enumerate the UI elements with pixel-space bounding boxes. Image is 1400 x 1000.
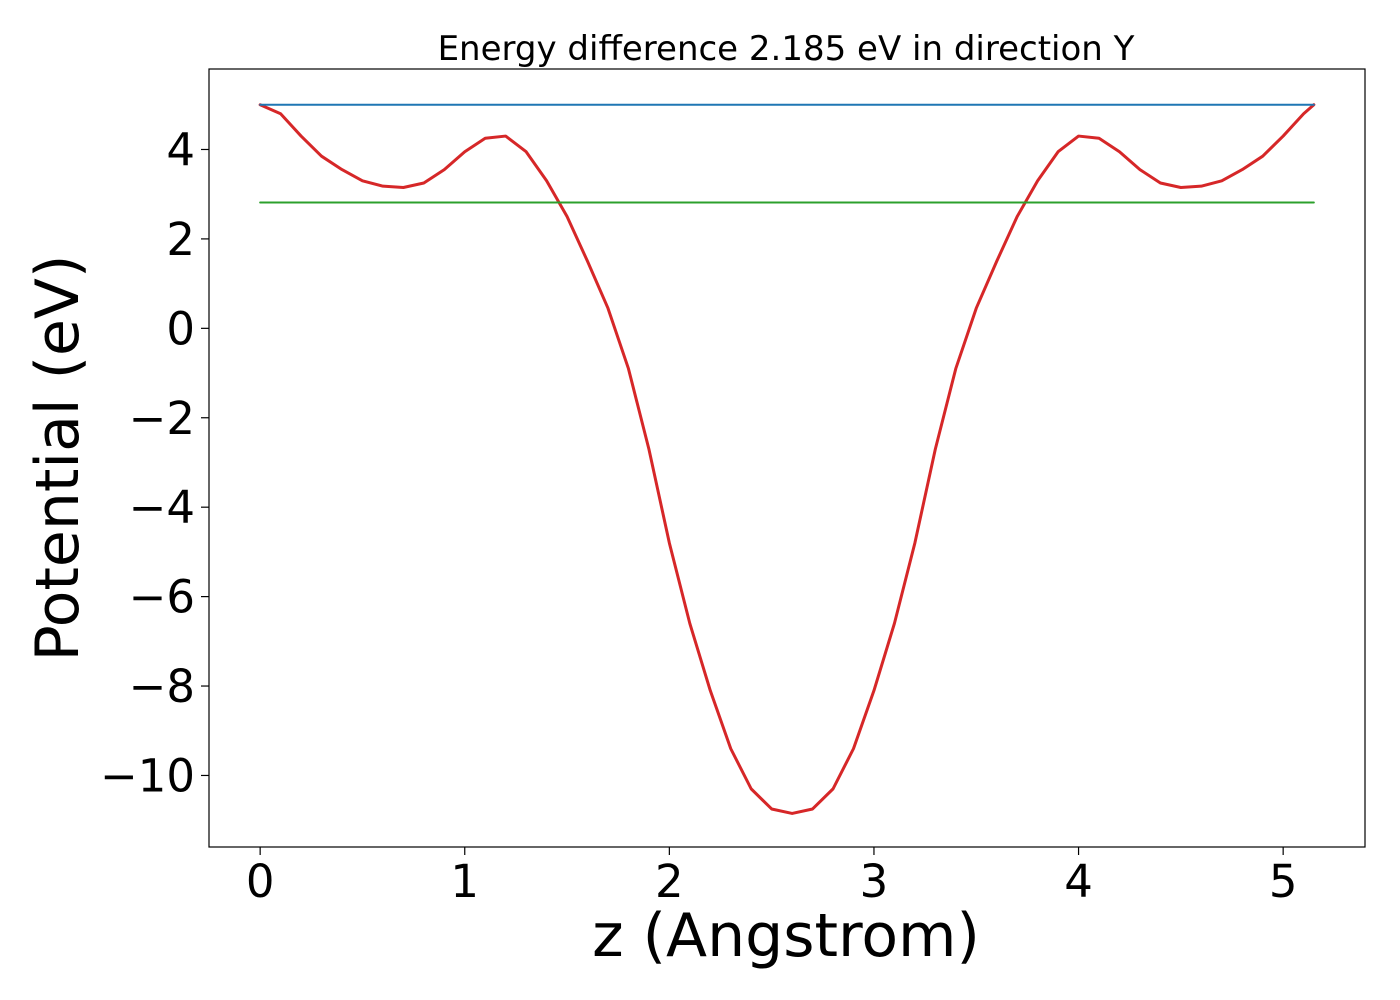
y-axis: 4 2 0 −2 −4 −6 −8 −10: [100, 123, 209, 802]
series-line-1: [258, 103, 1316, 815]
y-tick-label: −2: [129, 392, 195, 445]
y-tick-label: −10: [100, 749, 195, 802]
x-axis: 0 1 2 3 4 5: [246, 847, 1298, 908]
y-axis-label: Potential (eV): [23, 255, 93, 662]
y-tick-label: 4: [166, 123, 195, 176]
y-tick-label: 2: [166, 213, 195, 266]
x-axis-label: z (Angstrom): [592, 901, 980, 971]
y-tick-label: −4: [129, 481, 195, 534]
y-tick-label: 0: [166, 302, 195, 355]
x-tick-label: 2: [655, 855, 684, 908]
x-tick-label: 5: [1269, 855, 1298, 908]
x-tick-label: 1: [450, 855, 479, 908]
x-tick-label: 0: [246, 855, 275, 908]
x-tick-label: 4: [1064, 855, 1093, 908]
y-tick-label: −6: [129, 571, 195, 624]
plot-frame: [208, 68, 1366, 848]
chart-title: Energy difference 2.185 eV in direction …: [438, 29, 1135, 69]
x-tick-label: 3: [860, 855, 889, 908]
series-lines: [258, 103, 1316, 815]
y-tick-label: −8: [129, 660, 195, 713]
